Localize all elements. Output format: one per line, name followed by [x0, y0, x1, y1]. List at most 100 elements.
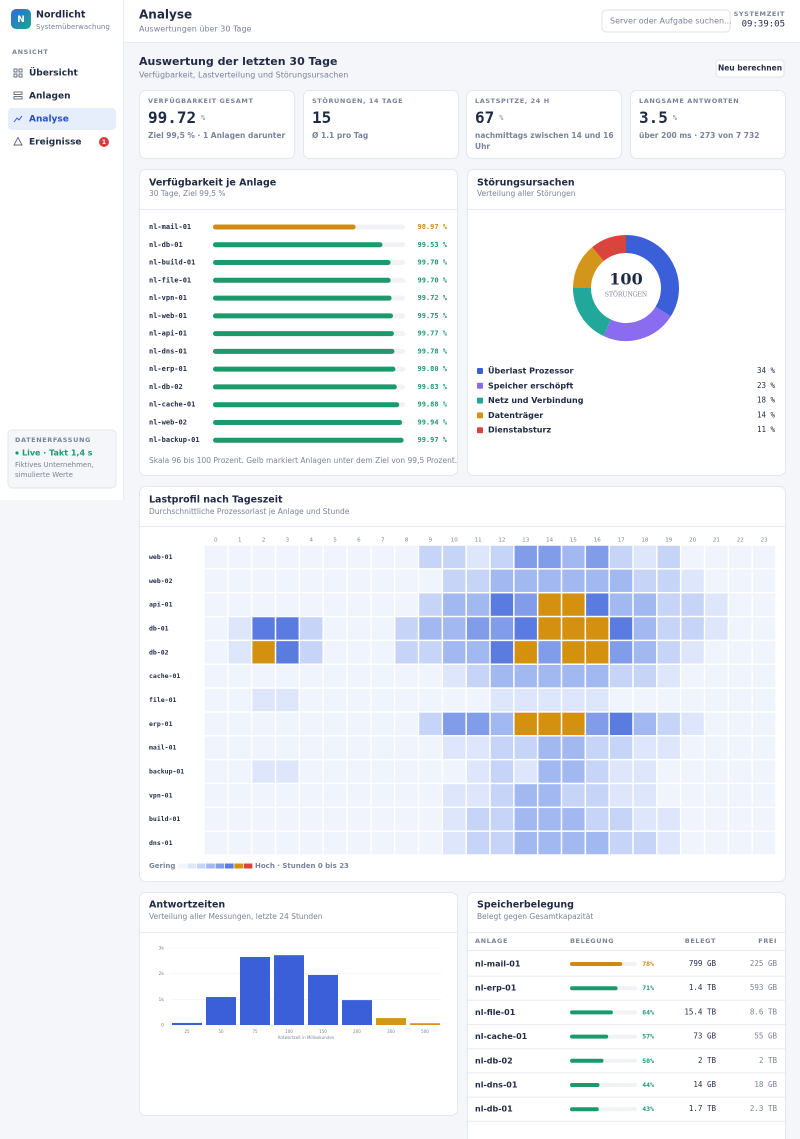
heat-cell	[729, 641, 752, 664]
card-subtitle: Verteilung aller Messungen, letzte 24 St…	[149, 912, 323, 921]
row-label: nl-mail-01	[149, 223, 191, 231]
heat-cell	[443, 688, 466, 712]
heat-cell	[443, 641, 466, 664]
legend-swatch	[215, 863, 225, 869]
page-subtitle: Auswertungen über 30 Tage	[139, 25, 252, 34]
heat-cell	[586, 760, 609, 783]
heat-cell	[371, 593, 394, 616]
heat-cell	[609, 545, 633, 569]
row-label: cache-01	[149, 672, 180, 680]
heat-cell	[371, 688, 394, 712]
heat-cell	[347, 808, 371, 831]
heat-cell	[395, 712, 418, 736]
row-label: nl-dns-01	[149, 347, 187, 355]
heat-cell	[323, 617, 347, 640]
column-label: 23	[761, 538, 768, 544]
heat-cell	[395, 760, 418, 783]
nav-label: Anlagen	[29, 92, 70, 102]
value-label: 99.94 %	[417, 418, 447, 426]
heat-cell	[633, 641, 657, 664]
kpi-card	[139, 90, 295, 159]
heat-cell	[633, 617, 657, 640]
heat-cell	[609, 784, 633, 807]
heat-cell	[633, 808, 657, 831]
heat-cell	[323, 593, 347, 616]
x-tick-label: 500	[421, 1029, 429, 1034]
heat-cell	[371, 664, 394, 688]
row-label: nl-backup-01	[149, 436, 200, 444]
legend-swatch	[234, 863, 243, 869]
status-box	[7, 429, 117, 489]
heat-cell	[729, 736, 752, 759]
heat-cell	[681, 784, 704, 807]
heat-cell	[300, 784, 323, 807]
heat-cell	[752, 569, 776, 592]
heat-cell	[681, 712, 704, 736]
status-note: Fiktives Unternehmen, simulierte Werte	[15, 461, 94, 479]
heat-cell	[204, 569, 228, 592]
heat-cell	[490, 712, 514, 736]
heat-cell	[538, 736, 561, 759]
heat-cell	[371, 784, 394, 807]
heat-cell	[252, 617, 275, 640]
nav: Übersicht Anlagen Analyse Ereignisse 1	[8, 68, 116, 148]
section-subtitle: Verfügbarkeit, Lastverteilung und Störun…	[139, 71, 348, 80]
heat-cell	[514, 784, 537, 807]
page-title: Analyse	[139, 8, 192, 22]
heat-cell	[371, 831, 394, 855]
row-label: erp-01	[149, 720, 173, 728]
heat-cell	[752, 808, 776, 831]
heat-cell	[347, 688, 371, 712]
heat-cell	[729, 617, 752, 640]
kpi-label: STÖRUNGEN, 14 TAGE	[312, 96, 403, 105]
heat-cell	[228, 712, 251, 736]
heat-cell	[514, 736, 537, 759]
row-name: nl-db-01	[475, 1105, 513, 1114]
heat-cell	[705, 617, 728, 640]
value-label: 99.88 %	[417, 401, 447, 409]
heat-cell	[419, 808, 442, 831]
heat-cell	[752, 712, 776, 736]
value-label: 71%	[642, 984, 654, 992]
nav-label: Analyse	[29, 115, 69, 125]
value-label: 99.83 %	[417, 383, 447, 391]
heat-cell	[490, 617, 514, 640]
heat-cell	[371, 545, 394, 569]
kpis: VERFÜGBARKEIT GESAMT 99.72 % Ziel 99,5 % · …	[139, 90, 786, 159]
recalc-button[interactable]	[715, 59, 785, 78]
heat-cell	[300, 688, 323, 712]
heat-cell	[347, 545, 371, 569]
heat-cell	[300, 617, 323, 640]
heat-cell	[538, 760, 561, 783]
availability-card	[139, 169, 458, 476]
heat-cell	[204, 784, 228, 807]
heat-cell	[562, 688, 585, 712]
value-label: 99.78 %	[417, 347, 447, 355]
heat-cell	[371, 760, 394, 783]
heat-cell	[371, 736, 394, 759]
card-subtitle: Belegt gegen Gesamtkapazität	[477, 912, 593, 921]
bar	[213, 331, 394, 337]
heat-cell	[514, 760, 537, 783]
heat-cell	[228, 641, 251, 664]
row-label: web-02	[149, 577, 173, 585]
heat-cell	[705, 760, 728, 783]
heat-cell	[729, 593, 752, 616]
heat-cell	[657, 736, 680, 759]
legend-swatch	[187, 863, 196, 869]
column-label: 7	[381, 538, 385, 544]
heat-cell	[347, 736, 371, 759]
row-label: nl-cache-01	[149, 401, 195, 409]
kpi-note-box: Ziel 99,5 % · 1 Anlagen darunter	[148, 131, 285, 140]
heat-cell	[443, 831, 466, 855]
heat-cell	[538, 688, 561, 712]
search-box[interactable]	[601, 9, 731, 33]
column-label: 1	[238, 538, 242, 544]
value-label: 43%	[642, 1105, 654, 1113]
row-label: nl-web-01	[149, 312, 187, 320]
heat-cell	[371, 641, 394, 664]
heat-cell	[729, 688, 752, 712]
heat-cell	[633, 712, 657, 736]
legend-label: Netz und Verbindung	[488, 396, 584, 405]
heat-cell	[204, 641, 228, 664]
